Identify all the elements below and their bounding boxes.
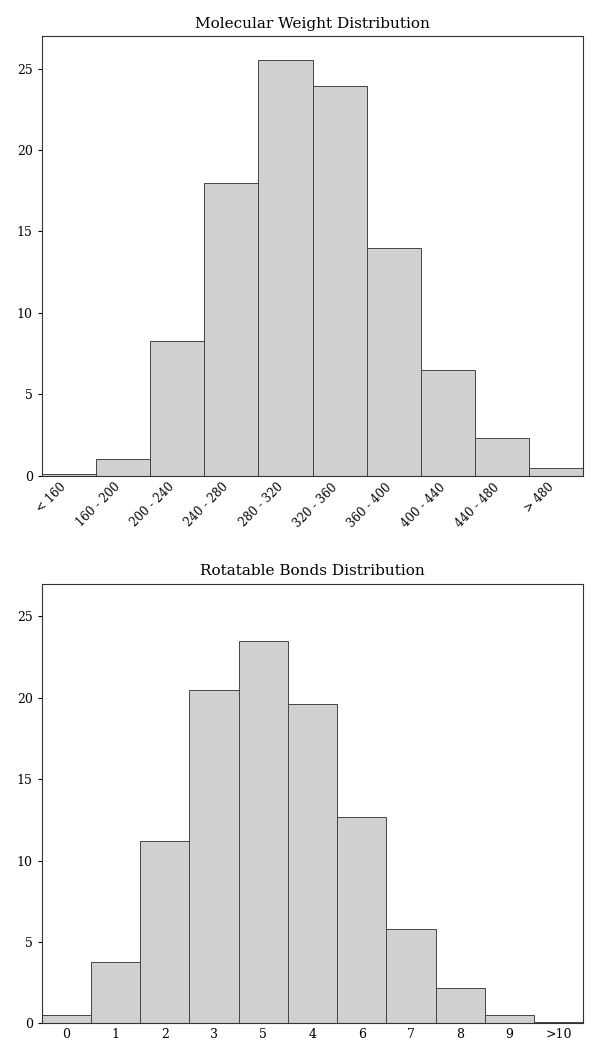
Bar (190, 690, 239, 1023)
Bar (41, 1016, 91, 1023)
Bar (367, 248, 421, 476)
Bar (259, 60, 313, 476)
Bar (150, 341, 204, 476)
Bar (534, 1022, 583, 1023)
Bar (337, 817, 386, 1023)
Bar (475, 438, 529, 476)
Title: Molecular Weight Distribution: Molecular Weight Distribution (195, 17, 430, 31)
Bar (436, 988, 485, 1023)
Bar (313, 87, 367, 476)
Title: Rotatable Bonds Distribution: Rotatable Bonds Distribution (200, 564, 425, 579)
Bar (91, 962, 140, 1023)
Bar (386, 929, 436, 1023)
Bar (140, 841, 190, 1023)
Bar (41, 474, 96, 476)
Bar (239, 641, 288, 1023)
Bar (485, 1016, 534, 1023)
Bar (204, 183, 259, 476)
Bar (96, 459, 150, 476)
Bar (421, 370, 475, 476)
Bar (529, 468, 583, 476)
Bar (288, 705, 337, 1023)
